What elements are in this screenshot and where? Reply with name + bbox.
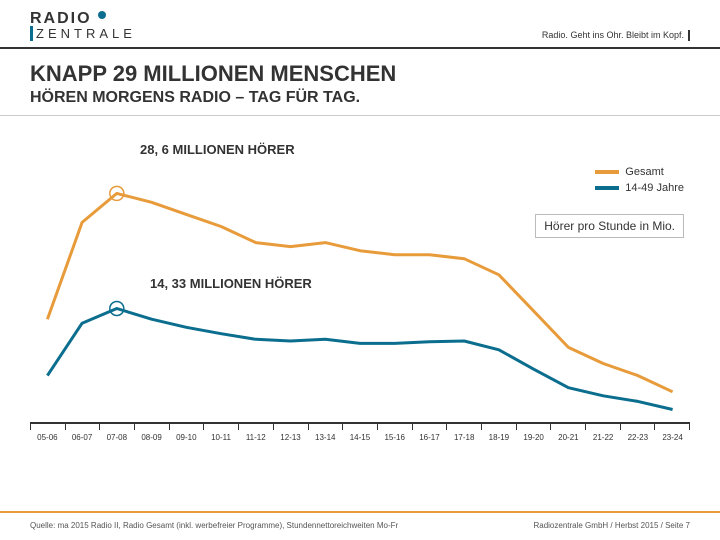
x-tick-label: 23-24 (655, 433, 690, 442)
x-tick (203, 424, 238, 430)
x-tick-label: 07-08 (99, 433, 134, 442)
x-tick (481, 424, 516, 430)
x-tick-label: 05-06 (30, 433, 65, 442)
x-tick-label: 13-14 (308, 433, 343, 442)
x-tick (238, 424, 273, 430)
tagline: Radio. Geht ins Ohr. Bleibt im Kopf. (542, 30, 690, 41)
footer: Quelle: ma 2015 Radio II, Radio Gesamt (… (0, 511, 720, 540)
footer-source: Quelle: ma 2015 Radio II, Radio Gesamt (… (30, 521, 398, 530)
x-tick-label: 20-21 (551, 433, 586, 442)
x-tick (620, 424, 655, 430)
x-tick (273, 424, 308, 430)
x-tick-label: 06-07 (65, 433, 100, 442)
x-tick (308, 424, 343, 430)
x-tick-label: 15-16 (377, 433, 412, 442)
logo-text-bottom: ZENTRALE (30, 26, 136, 41)
x-tick (377, 424, 412, 430)
x-tick (550, 424, 585, 430)
logo-dot-icon (98, 11, 106, 19)
x-tick (654, 424, 690, 430)
page-subtitle: HÖREN MORGENS RADIO – TAG FÜR TAG. (30, 89, 690, 107)
x-tick-label: 22-23 (620, 433, 655, 442)
logo: RADIO ZENTRALE (30, 10, 136, 41)
x-tick (585, 424, 620, 430)
x-tick-label: 19-20 (516, 433, 551, 442)
x-tick-label: 10-11 (204, 433, 239, 442)
x-tick-label: 18-19 (482, 433, 517, 442)
x-axis-ticks (30, 424, 690, 430)
x-tick (342, 424, 377, 430)
x-tick-label: 09-10 (169, 433, 204, 442)
x-tick-label: 08-09 (134, 433, 169, 442)
x-tick (65, 424, 100, 430)
x-axis-labels: 05-0606-0707-0808-0909-1010-1111-1212-13… (30, 433, 690, 442)
footer-credit: Radiozentrale GmbH / Herbst 2015 / Seite… (533, 521, 690, 530)
x-tick (99, 424, 134, 430)
title-block: KNAPP 29 MILLIONEN MENSCHEN HÖREN MORGEN… (0, 49, 720, 116)
x-tick (412, 424, 447, 430)
header: RADIO ZENTRALE Radio. Geht ins Ohr. Blei… (0, 0, 720, 49)
x-tick-label: 16-17 (412, 433, 447, 442)
x-tick-label: 11-12 (238, 433, 273, 442)
chart-area: 28, 6 MILLIONEN HÖRER 14, 33 MILLIONEN H… (30, 136, 690, 456)
x-tick (30, 424, 65, 430)
x-tick (446, 424, 481, 430)
line-chart (30, 136, 690, 456)
x-tick (169, 424, 204, 430)
x-tick-label: 12-13 (273, 433, 308, 442)
x-tick-label: 14-15 (343, 433, 378, 442)
x-tick-label: 17-18 (447, 433, 482, 442)
page-title: KNAPP 29 MILLIONEN MENSCHEN (30, 61, 690, 87)
x-tick (134, 424, 169, 430)
x-tick-label: 21-22 (586, 433, 621, 442)
x-tick (516, 424, 551, 430)
